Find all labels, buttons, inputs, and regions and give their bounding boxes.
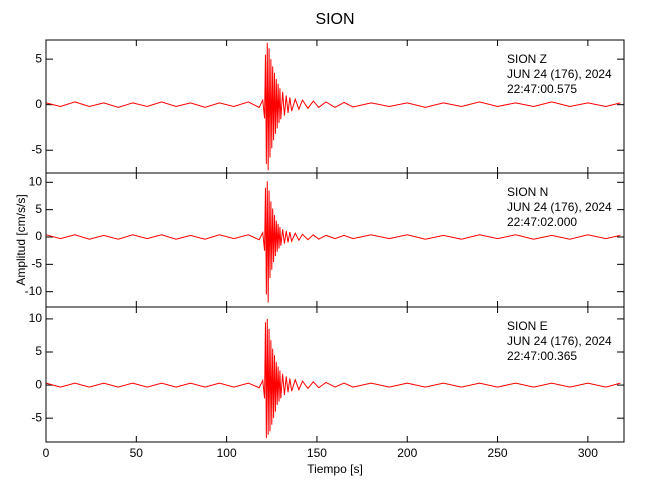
- y-tick-label: -5: [31, 410, 42, 424]
- annotation: 22:47:02.000: [507, 215, 577, 229]
- y-tick-label: 5: [35, 202, 42, 216]
- waveform: [45, 181, 621, 303]
- x-tick-label: 50: [130, 446, 144, 460]
- annotation: JUN 24 (176), 2024: [507, 200, 612, 214]
- annotation: SION E: [507, 319, 548, 333]
- y-tick-label: 5: [35, 344, 42, 358]
- x-tick-label: 150: [307, 446, 327, 460]
- x-axis-label: Tiempo [s]: [307, 462, 363, 476]
- waveform: [45, 42, 621, 171]
- y-tick-label: 0: [35, 377, 42, 391]
- x-tick-label: 0: [43, 446, 50, 460]
- chart-title: SION: [315, 11, 354, 28]
- annotation: SION Z: [507, 52, 547, 66]
- annotation: 22:47:00.575: [507, 82, 577, 96]
- y-tick-label: -10: [25, 284, 43, 298]
- y-tick-label: 0: [35, 97, 42, 111]
- x-tick-label: 250: [488, 446, 508, 460]
- waveform: [45, 318, 621, 439]
- y-tick-label: 0: [35, 229, 42, 243]
- y-tick-label: 10: [29, 174, 43, 188]
- x-tick-label: 300: [578, 446, 598, 460]
- annotation: JUN 24 (176), 2024: [507, 334, 612, 348]
- panel-frame: [45, 306, 625, 443]
- annotation: 22:47:00.365: [507, 349, 577, 363]
- y-tick-label: -5: [31, 257, 42, 271]
- y-axis-label: Amplitud [cm/s/s]: [14, 194, 28, 285]
- y-tick-label: -5: [31, 142, 42, 156]
- y-tick-label: 10: [29, 311, 43, 325]
- x-tick-label: 200: [397, 446, 417, 460]
- annotation: SION N: [507, 185, 548, 199]
- annotation: JUN 24 (176), 2024: [507, 67, 612, 81]
- y-tick-label: 5: [35, 51, 42, 65]
- x-tick-label: 100: [217, 446, 237, 460]
